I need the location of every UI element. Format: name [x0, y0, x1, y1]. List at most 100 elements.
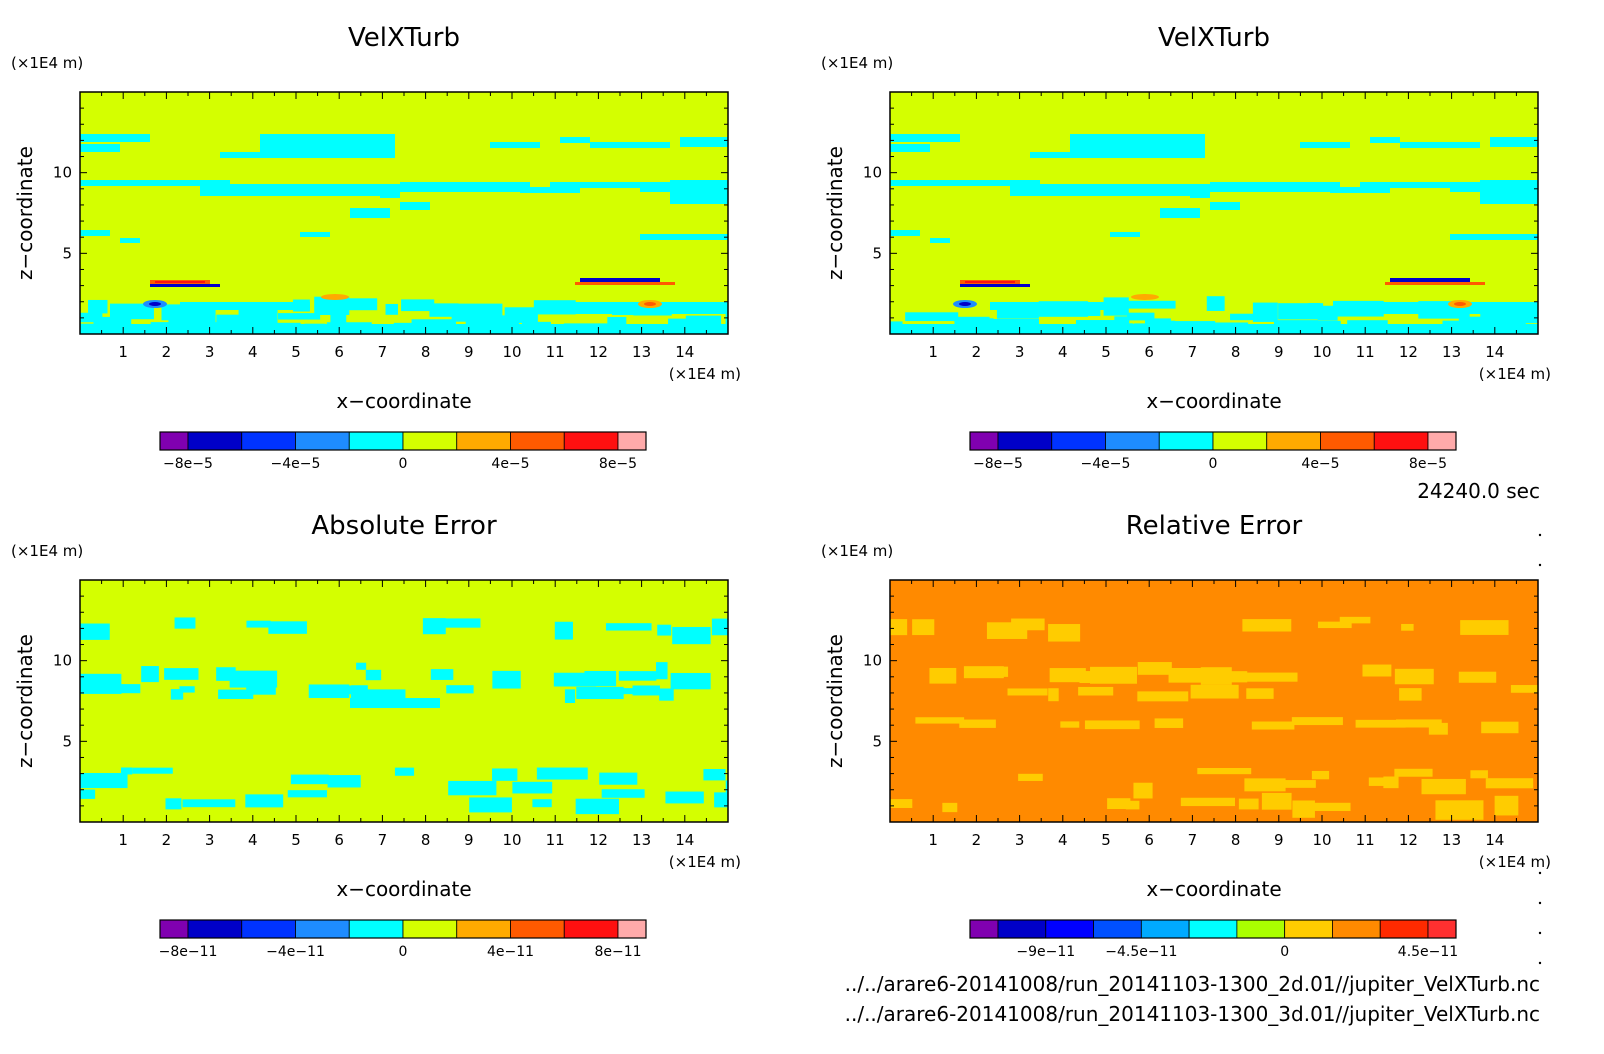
colorbar-swatch	[187, 919, 243, 939]
x-tick-label: 11	[1356, 343, 1375, 361]
colorbar-label: −4e−11	[266, 944, 325, 960]
colorbar-swatch	[1284, 919, 1333, 939]
colorbar-label: 8e−5	[1409, 456, 1447, 472]
x-tick-label: 1	[118, 831, 128, 849]
colorbar-swatch	[1266, 431, 1321, 451]
colorbar-swatch	[510, 919, 565, 939]
colorbar-label: 0	[399, 944, 408, 960]
colorbar-swatch	[1045, 919, 1094, 939]
colorbar-label: 4e−5	[491, 456, 529, 472]
x-tick-label: 11	[1356, 831, 1375, 849]
x-tick-label: 12	[1399, 343, 1418, 361]
colorbar-swatch	[159, 919, 189, 939]
x-tick-label: 14	[675, 343, 694, 361]
x-tick-label: 8	[421, 343, 431, 361]
colorbar: −8e−5 −4e−5 0 4e−5 8e−5	[969, 431, 1457, 472]
x-tick-label: 2	[972, 343, 982, 361]
colorbar-swatch	[510, 431, 565, 451]
colorbar-swatch	[1427, 431, 1457, 451]
x-tick-label: 6	[334, 343, 344, 361]
colorbar-swatch	[1158, 431, 1214, 451]
y-unit-label: (×1E4 m)	[821, 54, 893, 72]
panel-title: Relative Error	[1126, 511, 1303, 541]
colorbar-label: −4.5e−11	[1105, 944, 1177, 960]
x-tick-label: 10	[1312, 343, 1331, 361]
colorbar-swatch	[1320, 431, 1375, 451]
colorbar-swatch	[997, 431, 1053, 451]
colorbar-label: −9e−11	[1016, 944, 1075, 960]
stray-dots	[1538, 533, 1542, 965]
colorbar-swatch	[295, 431, 350, 451]
x-tick-label: 1	[118, 343, 128, 361]
x-tick-label: 14	[675, 831, 694, 849]
colorbar: −8e−11 −4e−11 0 4e−11 8e−11	[159, 919, 647, 960]
x-tick-label: 3	[1015, 831, 1025, 849]
colorbar-frame	[159, 919, 647, 939]
colorbar-swatch	[1105, 431, 1160, 451]
colorbar: −9e−11 −4.5e−11 0 4.5e−11	[969, 919, 1458, 960]
colorbar-swatch	[1188, 919, 1238, 939]
colorbar-label: −8e−11	[159, 944, 218, 960]
x-tick-label: 1	[928, 831, 938, 849]
colorbar-label: −8e−5	[163, 456, 213, 472]
colorbar-swatch	[969, 431, 999, 451]
x-tick-label: 7	[378, 343, 388, 361]
x-tick-label: 3	[205, 343, 215, 361]
x-tick-label: 9	[1274, 343, 1284, 361]
colorbar-label: 8e−5	[599, 456, 637, 472]
colorbar-swatch	[1236, 919, 1286, 939]
colorbar-label: 0	[399, 456, 408, 472]
x-unit-label: (×1E4 m)	[1479, 853, 1551, 871]
field	[890, 580, 1538, 822]
x-tick-label: 5	[291, 831, 301, 849]
colorbar-swatch	[617, 431, 647, 451]
x-tick-label: 10	[502, 343, 521, 361]
x-tick-label: 4	[1058, 831, 1068, 849]
panel-title: Absolute Error	[311, 511, 497, 541]
colorbar-swatch	[159, 431, 189, 451]
x-unit-label: (×1E4 m)	[669, 853, 741, 871]
x-tick-label: 9	[464, 343, 474, 361]
colorbar-swatch	[617, 919, 647, 939]
x-unit-label: (×1E4 m)	[1479, 365, 1551, 383]
colorbar-swatch	[1379, 919, 1429, 939]
x-tick-label: 9	[1274, 831, 1284, 849]
y-tick-label: 5	[62, 732, 72, 750]
x-tick-label: 13	[632, 831, 651, 849]
x-tick-label: 3	[1015, 343, 1025, 361]
plot-background	[890, 92, 1538, 334]
x-tick-label: 11	[546, 343, 565, 361]
colorbar-swatch	[241, 919, 296, 939]
colorbar-swatch	[1140, 919, 1190, 939]
x-tick-label: 1	[928, 343, 938, 361]
colorbar-swatch	[402, 431, 458, 451]
colorbar-frame	[969, 431, 1457, 451]
colorbar-swatch	[456, 431, 511, 451]
y-axis-label: z−coordinate	[823, 146, 847, 280]
colorbar-swatch	[348, 431, 404, 451]
field	[890, 92, 1538, 334]
colorbar-label: 8e−11	[594, 944, 641, 960]
colorbar-label: −4e−5	[1081, 456, 1131, 472]
colorbar-frame	[969, 919, 1457, 939]
x-unit-label: (×1E4 m)	[669, 365, 741, 383]
colorbar-swatch	[563, 431, 619, 451]
x-tick-label: 8	[421, 831, 431, 849]
panel-abs_err: Absolute Error(×1E4 m)1 2 3 4 5 6 7 8 9 10 11 12 13 1…	[11, 511, 741, 960]
x-tick-label: 4	[248, 831, 258, 849]
x-tick-label: 7	[1188, 343, 1198, 361]
x-tick-label: 6	[1144, 343, 1154, 361]
colorbar-label: −4e−5	[271, 456, 321, 472]
colorbar-label: 4e−11	[487, 944, 534, 960]
colorbar-label: 0	[1280, 944, 1289, 960]
x-tick-label: 13	[632, 343, 651, 361]
y-axis-label: z−coordinate	[13, 146, 37, 280]
colorbar-swatch	[402, 919, 458, 939]
colorbar-swatch	[1332, 919, 1381, 939]
colorbar-swatch	[1373, 431, 1429, 451]
x-tick-label: 10	[502, 831, 521, 849]
x-tick-label: 8	[1231, 831, 1241, 849]
colorbar-swatch	[1427, 919, 1457, 939]
x-tick-label: 12	[1399, 831, 1418, 849]
field	[80, 580, 728, 822]
